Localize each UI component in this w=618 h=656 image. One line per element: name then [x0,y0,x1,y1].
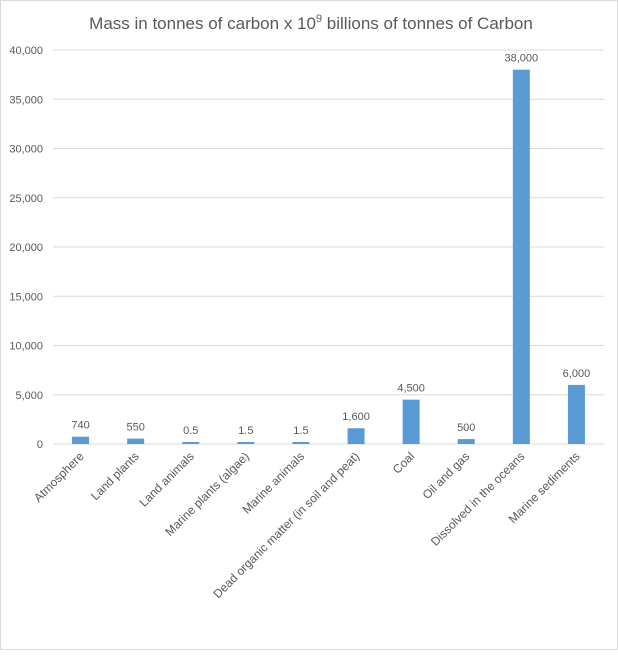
y-tick-label: 35,000 [9,94,43,106]
data-label: 38,000 [505,53,539,65]
chart-title: Mass in tonnes of carbon x 109 billions … [89,13,533,33]
x-tick-label: Dissolved in the oceans [428,449,528,549]
y-tick-label: 25,000 [9,193,43,205]
x-tick-label: Land animals [136,449,196,509]
y-tick-label: 30,000 [9,144,43,156]
data-label: 4,500 [397,383,425,395]
y-tick-label: 15,000 [9,291,43,303]
data-label: 1.5 [238,425,253,437]
title-main: Mass in tonnes of carbon x 10 [89,14,316,33]
bar [72,436,90,444]
x-tick-label: Oil and gas [420,449,473,502]
y-tick-label: 40,000 [9,45,43,57]
bar [237,442,255,444]
bar [292,442,310,444]
data-label: 1.5 [293,425,308,437]
x-tick-label: Coal [390,449,417,476]
data-label: 550 [126,422,144,434]
y-tick-label: 0 [37,439,43,451]
title-superscript: 9 [316,13,322,25]
x-tick-label: Land plants [88,449,142,503]
x-tick-label: Atmosphere [31,449,87,505]
data-label: 740 [71,420,89,432]
data-label: 6,000 [563,368,591,380]
bar [402,399,420,444]
data-label: 500 [457,422,475,434]
data-label: 1,600 [342,411,370,423]
bar [347,428,365,444]
title-rest: billions of tonnes of Carbon [322,14,533,33]
y-tick-label: 20,000 [9,242,43,254]
y-tick-label: 5,000 [15,390,43,402]
bar [127,438,145,444]
bar [512,69,530,444]
y-tick-label: 10,000 [9,341,43,353]
data-label: 0.5 [183,425,198,437]
bar [457,439,475,444]
bar [182,442,200,444]
bar [567,384,585,444]
